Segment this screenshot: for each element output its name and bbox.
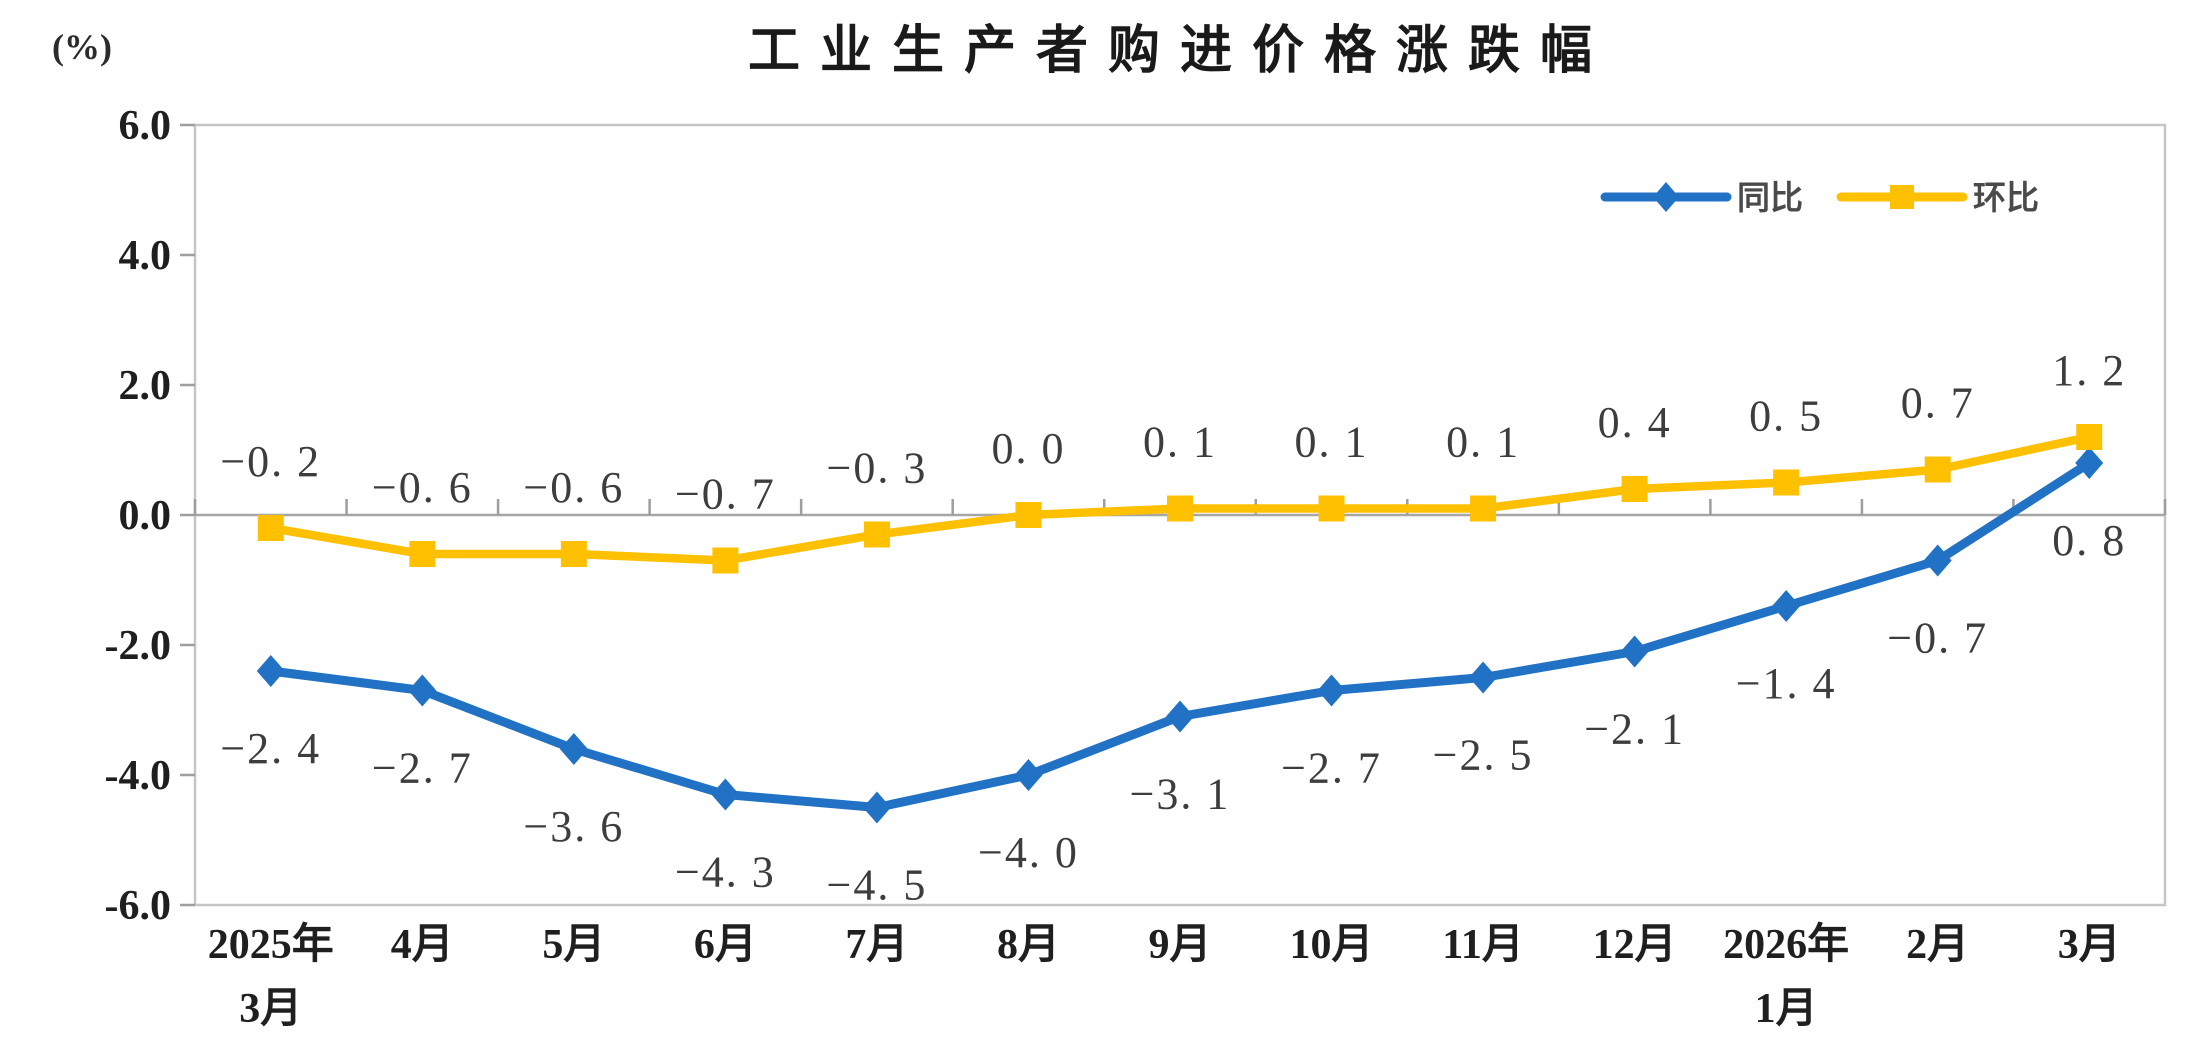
data-label: 0. 8 xyxy=(2052,516,2126,565)
x-axis-label: 1月 xyxy=(1755,986,1818,1032)
x-axis-label: 12月 xyxy=(1593,922,1677,968)
data-point-marker-square xyxy=(560,541,587,567)
x-axis-label: 2月 xyxy=(1906,922,1969,968)
x-axis-label: 3月 xyxy=(239,986,302,1032)
data-point-marker-square xyxy=(1470,495,1497,522)
data-point-marker-square xyxy=(1167,495,1193,522)
data-label: −0. 6 xyxy=(523,463,624,512)
data-label: 0. 7 xyxy=(1901,379,1975,428)
y-axis-tick-label: -4.0 xyxy=(105,753,172,799)
data-point-marker-diamond xyxy=(711,778,740,811)
data-label: −2. 4 xyxy=(220,724,321,773)
legend-item-yoy: 同比 xyxy=(1600,180,1803,217)
data-label: −0. 2 xyxy=(220,437,321,486)
data-point-marker-square xyxy=(863,521,890,548)
y-axis-tick-label: 2.0 xyxy=(119,363,172,409)
data-point-marker-diamond xyxy=(1620,635,1649,668)
data-point-marker-diamond xyxy=(1772,590,1801,622)
data-point-marker-diamond xyxy=(1317,674,1346,707)
data-point-marker-square xyxy=(2076,424,2103,450)
data-label: 0. 1 xyxy=(1446,418,1520,467)
legend-item-mom: 环比 xyxy=(1836,180,2039,217)
data-label: −3. 6 xyxy=(523,802,624,851)
data-point-marker-square xyxy=(712,547,739,574)
data-label: −2. 7 xyxy=(372,744,473,793)
x-axis-label: 9月 xyxy=(1148,922,1211,968)
chart-title: 工业生产者购进价格涨跌幅 xyxy=(747,22,1612,80)
x-axis-label: 5月 xyxy=(542,922,605,968)
legend-marker-diamond xyxy=(1653,182,1679,212)
data-label: 0. 1 xyxy=(1295,418,1369,467)
data-point-marker-square xyxy=(1318,495,1345,522)
x-axis-label: 2025年 xyxy=(208,921,334,968)
data-label: −0. 6 xyxy=(372,463,473,512)
data-point-marker-diamond xyxy=(256,655,285,687)
data-label: −1. 4 xyxy=(1736,659,1837,708)
y-axis-tick-label: 4.0 xyxy=(119,233,172,279)
data-point-marker-diamond xyxy=(559,733,588,765)
data-label: −2. 1 xyxy=(1584,705,1685,754)
data-point-marker-diamond xyxy=(1014,759,1043,791)
y-axis-tick-label: -6.0 xyxy=(105,883,172,929)
legend-label: 同比 xyxy=(1737,180,1803,217)
data-point-marker-diamond xyxy=(1469,661,1498,694)
data-point-marker-square xyxy=(1015,502,1042,528)
data-label: −2. 5 xyxy=(1433,731,1534,780)
data-point-marker-diamond xyxy=(862,791,891,824)
x-axis-label: 8月 xyxy=(997,922,1060,968)
data-label: −0. 3 xyxy=(827,444,928,493)
data-label: −0. 7 xyxy=(1887,614,1988,663)
x-axis-label: 7月 xyxy=(845,922,908,968)
legend-marker-square xyxy=(1890,185,1914,209)
x-axis-label: 6月 xyxy=(694,922,757,968)
data-label: 0. 0 xyxy=(991,424,1065,473)
data-point-marker-diamond xyxy=(1923,544,1952,577)
data-point-marker-diamond xyxy=(1166,700,1194,733)
data-label: −4. 5 xyxy=(827,861,928,910)
x-axis-label: 11月 xyxy=(1442,922,1524,968)
data-label: −4. 3 xyxy=(675,848,776,897)
data-point-marker-diamond xyxy=(408,674,437,707)
x-axis-label: 4月 xyxy=(391,922,454,968)
data-point-marker-square xyxy=(257,515,284,541)
data-label: −2. 7 xyxy=(1281,744,1382,793)
data-label: 1. 2 xyxy=(2052,346,2126,395)
x-axis-label: 10月 xyxy=(1290,922,1374,968)
data-label: −0. 7 xyxy=(675,470,776,519)
data-point-marker-square xyxy=(1621,476,1648,502)
data-point-marker-square xyxy=(409,541,436,567)
data-label: 0. 5 xyxy=(1749,392,1823,441)
y-axis-tick-label: 0.0 xyxy=(119,493,172,539)
data-point-marker-diamond xyxy=(2075,447,2104,479)
y-axis-tick-label: -2.0 xyxy=(105,623,172,669)
data-label: −3. 1 xyxy=(1130,770,1231,819)
y-axis-tick-label: 6.0 xyxy=(119,103,172,149)
data-label: 0. 1 xyxy=(1143,418,1217,467)
data-point-marker-square xyxy=(1773,469,1800,496)
data-label: −4. 0 xyxy=(978,828,1079,877)
x-axis-label: 2026年 xyxy=(1723,921,1849,968)
legend-label: 环比 xyxy=(1973,180,2039,217)
data-label: 0. 4 xyxy=(1598,398,1672,447)
x-axis-label: 3月 xyxy=(2058,922,2121,968)
y-axis-unit-label: (%) xyxy=(52,27,112,67)
data-point-marker-square xyxy=(1924,456,1951,483)
